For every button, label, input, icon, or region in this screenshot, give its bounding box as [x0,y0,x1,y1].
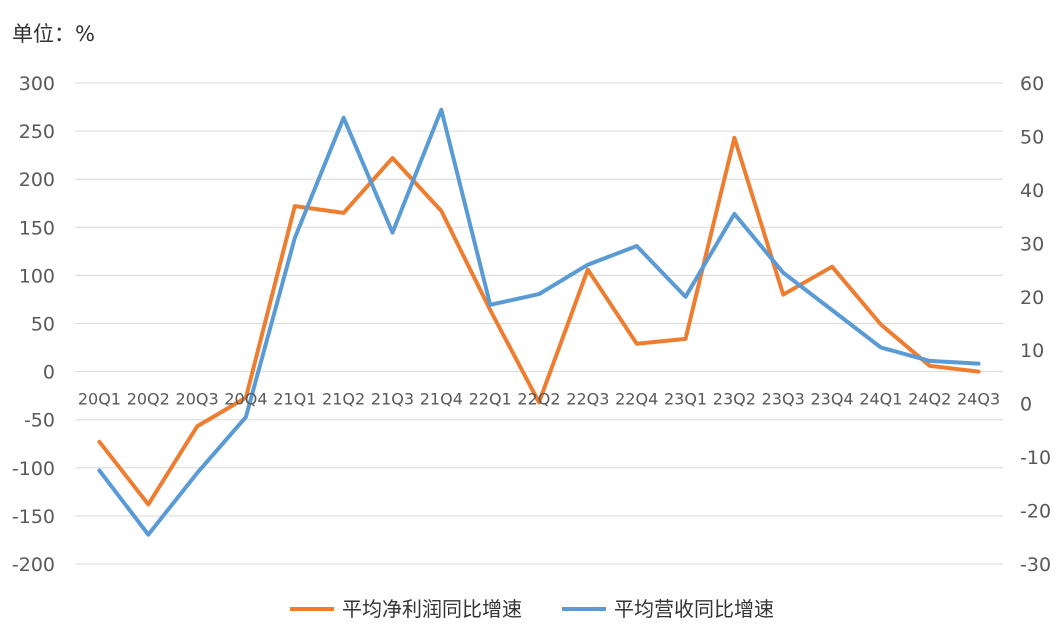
series-2-point [439,108,443,112]
y-left-tick-label: 100 [19,265,55,287]
y-right-tick-label: 50 [1020,126,1044,148]
y-right-tick-label: 20 [1020,287,1044,309]
x-category-label: 22Q4 [615,390,658,409]
y-right-tick-label: -30 [1020,554,1051,576]
x-category-label: 21Q2 [322,390,365,409]
x-category-label: 21Q3 [371,390,414,409]
series-1-point [537,400,541,404]
series-1-point [439,209,443,213]
series-1-point [781,293,785,297]
x-category-label: 23Q1 [664,390,707,409]
x-category-label: 24Q2 [908,390,951,409]
series-2-point [390,231,394,235]
x-category-label: 24Q1 [859,390,902,409]
legend-label-2: 平均营收同比增速 [614,597,774,621]
series-2-point [293,236,297,240]
series-1-point [342,211,346,215]
series-2-point [244,415,248,419]
x-category-label: 21Q4 [420,390,463,409]
unit-label: 单位：% [12,22,95,46]
series-2-point [635,244,639,248]
series-1-point [195,424,199,428]
x-category-label: 22Q2 [517,390,560,409]
series-2-point [488,303,492,307]
y-left-tick-label: -100 [12,458,55,480]
series-1-point [830,265,834,269]
series-1-point [244,396,248,400]
legend-label-1: 平均净利润同比增速 [342,597,522,621]
series-1-point [732,136,736,140]
series-1-point [928,364,932,368]
y-right-tick-label: -20 [1020,501,1051,523]
y-right-tick-label: 40 [1020,180,1044,202]
series-2-point [928,359,932,363]
x-category-label: 22Q1 [469,390,512,409]
series-1-point [146,502,150,506]
series-1-point [97,440,101,444]
y-left-tick-label: -150 [12,506,55,528]
series-2-point [684,295,688,299]
series-1-point [390,156,394,160]
series-line-2 [97,107,981,537]
y-right-tick-label: -10 [1020,447,1051,469]
y-left-tick-label: -50 [24,410,55,432]
y-right-tick-label: 10 [1020,340,1044,362]
y-left-tick-label: 50 [31,314,55,336]
series-2-point [977,362,981,366]
y-left-tick-label: 200 [19,169,55,191]
series-2-point [732,212,736,216]
x-category-label: 20Q2 [127,390,170,409]
y-left-tick-label: 300 [19,73,55,95]
y-left-tick-label: 0 [43,362,55,384]
x-category-label: 21Q1 [273,390,316,409]
x-category-label: 23Q2 [713,390,756,409]
series-1-point [293,204,297,208]
x-category-label: 20Q3 [176,390,219,409]
x-category-label: 24Q3 [957,390,1000,409]
series-1-point [684,337,688,341]
y-left-tick-label: 150 [19,217,55,239]
y-right-tick-label: 60 [1020,73,1044,95]
series-1-point [977,370,981,374]
x-category-label: 23Q4 [810,390,853,409]
x-category-label: 22Q3 [566,390,609,409]
series-1-point [879,322,883,326]
x-category-label: 20Q4 [224,390,267,409]
y-left-tick-label: -200 [12,554,55,576]
y-right-tick-label: 0 [1020,394,1032,416]
series-1-point [488,308,492,312]
series-2-point [781,271,785,275]
series-2-point [342,116,346,120]
series-1-point [635,342,639,346]
x-category-label: 23Q3 [762,390,805,409]
series-1-point [586,268,590,272]
y-right-tick-label: 30 [1020,233,1044,255]
series-2-point [537,292,541,296]
series-2-point [586,263,590,267]
series-2-point [195,471,199,475]
series-2-point [879,346,883,350]
series-2-point [97,468,101,472]
series-2-point [146,533,150,537]
y-left-tick-label: 250 [19,121,55,143]
x-category-label: 20Q1 [78,390,121,409]
series-2-point [830,308,834,312]
